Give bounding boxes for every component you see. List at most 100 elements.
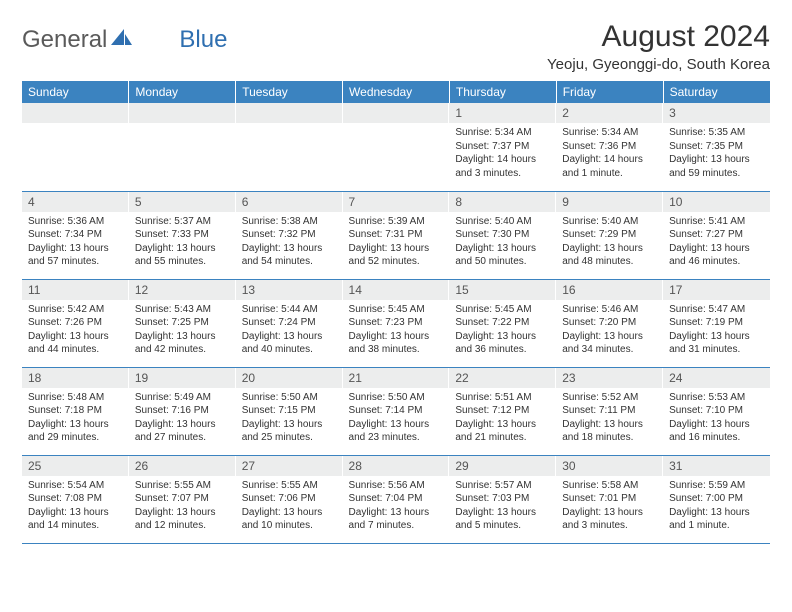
day-details: Sunrise: 5:50 AMSunset: 7:15 PMDaylight:… — [236, 388, 343, 449]
day-details: Sunrise: 5:58 AMSunset: 7:01 PMDaylight:… — [556, 476, 663, 537]
sunrise-line: Sunrise: 5:34 AM — [562, 126, 657, 140]
sunset-line: Sunset: 7:25 PM — [135, 316, 230, 330]
day-details: Sunrise: 5:51 AMSunset: 7:12 PMDaylight:… — [449, 388, 556, 449]
sunset-line: Sunset: 7:24 PM — [242, 316, 337, 330]
sunset-line: Sunset: 7:08 PM — [28, 492, 123, 506]
day-details: Sunrise: 5:48 AMSunset: 7:18 PMDaylight:… — [22, 388, 129, 449]
day-number: 4 — [22, 192, 129, 212]
day-number: 24 — [663, 368, 770, 388]
sunset-line: Sunset: 7:11 PM — [562, 404, 657, 418]
calendar-day-cell: 21Sunrise: 5:50 AMSunset: 7:14 PMDayligh… — [343, 367, 450, 455]
daylight-line: Daylight: 13 hours and 14 minutes. — [28, 506, 123, 533]
day-number: 21 — [343, 368, 450, 388]
sunrise-line: Sunrise: 5:40 AM — [562, 215, 657, 229]
sunset-line: Sunset: 7:03 PM — [455, 492, 550, 506]
daylight-line: Daylight: 13 hours and 3 minutes. — [562, 506, 657, 533]
day-number: 5 — [129, 192, 236, 212]
location-text: Yeoju, Gyeonggi-do, South Korea — [547, 56, 770, 73]
day-details: Sunrise: 5:40 AMSunset: 7:30 PMDaylight:… — [449, 212, 556, 273]
day-details — [343, 123, 450, 179]
daylight-line: Daylight: 13 hours and 40 minutes. — [242, 330, 337, 357]
calendar-day-cell: 12Sunrise: 5:43 AMSunset: 7:25 PMDayligh… — [129, 279, 236, 367]
day-number: 22 — [449, 368, 556, 388]
logo-sail-icon — [111, 26, 133, 54]
sunrise-line: Sunrise: 5:35 AM — [669, 126, 764, 140]
sunset-line: Sunset: 7:20 PM — [562, 316, 657, 330]
calendar-page: General Blue August 2024 Yeoju, Gyeonggi… — [0, 0, 792, 554]
day-number — [22, 103, 129, 123]
day-number: 9 — [556, 192, 663, 212]
day-number: 2 — [556, 103, 663, 123]
day-details: Sunrise: 5:44 AMSunset: 7:24 PMDaylight:… — [236, 300, 343, 361]
day-details: Sunrise: 5:38 AMSunset: 7:32 PMDaylight:… — [236, 212, 343, 273]
day-number: 12 — [129, 280, 236, 300]
title-block: August 2024 Yeoju, Gyeonggi-do, South Ko… — [547, 20, 770, 73]
logo-text-2: Blue — [179, 26, 227, 54]
day-details: Sunrise: 5:34 AMSunset: 7:36 PMDaylight:… — [556, 123, 663, 184]
day-number: 7 — [343, 192, 450, 212]
day-details: Sunrise: 5:39 AMSunset: 7:31 PMDaylight:… — [343, 212, 450, 273]
calendar-day-cell: 5Sunrise: 5:37 AMSunset: 7:33 PMDaylight… — [129, 191, 236, 279]
sunrise-line: Sunrise: 5:53 AM — [669, 391, 764, 405]
calendar-day-cell: 18Sunrise: 5:48 AMSunset: 7:18 PMDayligh… — [22, 367, 129, 455]
sunrise-line: Sunrise: 5:40 AM — [455, 215, 550, 229]
calendar-week-row: 25Sunrise: 5:54 AMSunset: 7:08 PMDayligh… — [22, 455, 770, 543]
sunrise-line: Sunrise: 5:48 AM — [28, 391, 123, 405]
sunrise-line: Sunrise: 5:45 AM — [349, 303, 444, 317]
weekday-header: Tuesday — [236, 81, 343, 103]
weekday-header: Saturday — [663, 81, 770, 103]
weekday-header: Wednesday — [343, 81, 450, 103]
daylight-line: Daylight: 13 hours and 55 minutes. — [135, 242, 230, 269]
calendar-day-cell: 2Sunrise: 5:34 AMSunset: 7:36 PMDaylight… — [556, 103, 663, 191]
daylight-line: Daylight: 13 hours and 25 minutes. — [242, 418, 337, 445]
day-details — [22, 123, 129, 179]
daylight-line: Daylight: 13 hours and 52 minutes. — [349, 242, 444, 269]
day-details: Sunrise: 5:37 AMSunset: 7:33 PMDaylight:… — [129, 212, 236, 273]
daylight-line: Daylight: 13 hours and 21 minutes. — [455, 418, 550, 445]
calendar-day-cell: 6Sunrise: 5:38 AMSunset: 7:32 PMDaylight… — [236, 191, 343, 279]
weekday-header: Thursday — [449, 81, 556, 103]
weekday-header-row: Sunday Monday Tuesday Wednesday Thursday… — [22, 81, 770, 103]
day-number: 13 — [236, 280, 343, 300]
calendar-table: Sunday Monday Tuesday Wednesday Thursday… — [22, 81, 770, 544]
daylight-line: Daylight: 13 hours and 12 minutes. — [135, 506, 230, 533]
day-number: 3 — [663, 103, 770, 123]
sunrise-line: Sunrise: 5:39 AM — [349, 215, 444, 229]
sunrise-line: Sunrise: 5:44 AM — [242, 303, 337, 317]
day-details: Sunrise: 5:59 AMSunset: 7:00 PMDaylight:… — [663, 476, 770, 537]
sunset-line: Sunset: 7:01 PM — [562, 492, 657, 506]
sunrise-line: Sunrise: 5:45 AM — [455, 303, 550, 317]
daylight-line: Daylight: 13 hours and 44 minutes. — [28, 330, 123, 357]
daylight-line: Daylight: 13 hours and 59 minutes. — [669, 153, 764, 180]
sunset-line: Sunset: 7:14 PM — [349, 404, 444, 418]
day-details: Sunrise: 5:34 AMSunset: 7:37 PMDaylight:… — [449, 123, 556, 184]
daylight-line: Daylight: 13 hours and 5 minutes. — [455, 506, 550, 533]
daylight-line: Daylight: 13 hours and 36 minutes. — [455, 330, 550, 357]
day-number: 20 — [236, 368, 343, 388]
day-details — [129, 123, 236, 179]
sunset-line: Sunset: 7:37 PM — [455, 140, 550, 154]
sunrise-line: Sunrise: 5:47 AM — [669, 303, 764, 317]
sunrise-line: Sunrise: 5:42 AM — [28, 303, 123, 317]
sunrise-line: Sunrise: 5:55 AM — [242, 479, 337, 493]
day-number: 17 — [663, 280, 770, 300]
day-number: 29 — [449, 456, 556, 476]
day-details: Sunrise: 5:46 AMSunset: 7:20 PMDaylight:… — [556, 300, 663, 361]
daylight-line: Daylight: 13 hours and 23 minutes. — [349, 418, 444, 445]
page-header: General Blue August 2024 Yeoju, Gyeonggi… — [22, 20, 770, 73]
daylight-line: Daylight: 13 hours and 46 minutes. — [669, 242, 764, 269]
daylight-line: Daylight: 14 hours and 3 minutes. — [455, 153, 550, 180]
day-number: 11 — [22, 280, 129, 300]
calendar-day-cell: 1Sunrise: 5:34 AMSunset: 7:37 PMDaylight… — [449, 103, 556, 191]
sunset-line: Sunset: 7:06 PM — [242, 492, 337, 506]
sunrise-line: Sunrise: 5:41 AM — [669, 215, 764, 229]
calendar-week-row: 1Sunrise: 5:34 AMSunset: 7:37 PMDaylight… — [22, 103, 770, 191]
sunset-line: Sunset: 7:26 PM — [28, 316, 123, 330]
day-details: Sunrise: 5:57 AMSunset: 7:03 PMDaylight:… — [449, 476, 556, 537]
calendar-day-cell: 8Sunrise: 5:40 AMSunset: 7:30 PMDaylight… — [449, 191, 556, 279]
day-details: Sunrise: 5:52 AMSunset: 7:11 PMDaylight:… — [556, 388, 663, 449]
day-details: Sunrise: 5:43 AMSunset: 7:25 PMDaylight:… — [129, 300, 236, 361]
calendar-day-cell: 19Sunrise: 5:49 AMSunset: 7:16 PMDayligh… — [129, 367, 236, 455]
weekday-header: Friday — [556, 81, 663, 103]
calendar-day-cell: 10Sunrise: 5:41 AMSunset: 7:27 PMDayligh… — [663, 191, 770, 279]
